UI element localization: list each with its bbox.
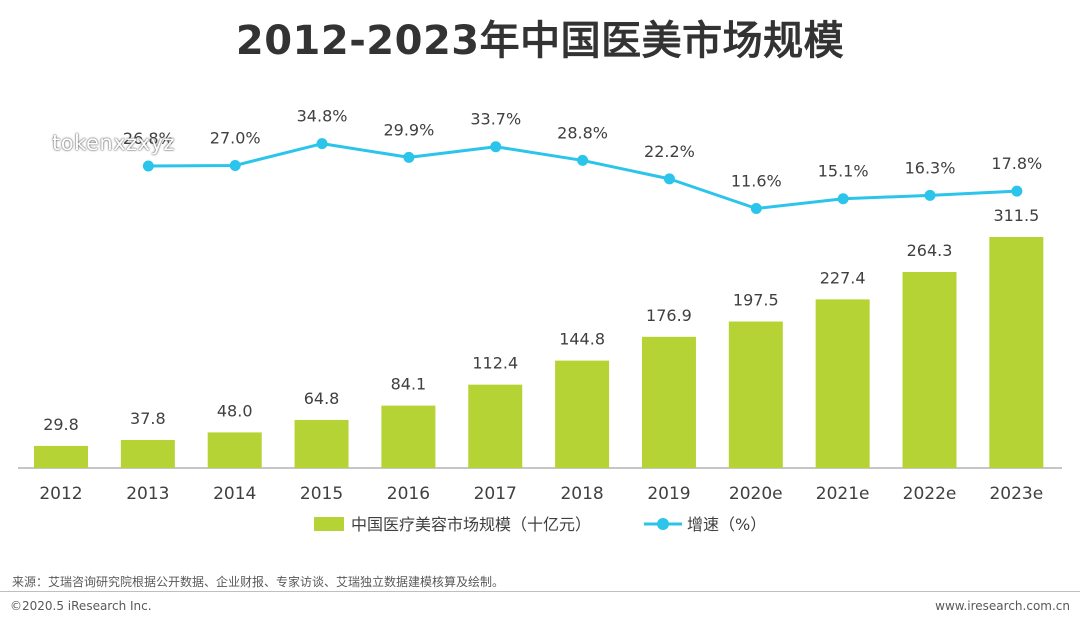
bar-label-2017: 112.4 [472,354,518,373]
growth-point-2015 [316,138,328,150]
bar-label-2016: 84.1 [391,375,427,394]
x-tick-2020e: 2020e [729,484,783,504]
growth-label-2017: 33.7% [470,110,521,129]
bar-2018 [555,360,610,468]
bar-2013 [120,439,175,468]
growth-label-2016: 29.9% [383,120,434,139]
legend-bar-label: 中国医疗美容市场规模（十亿元） [351,515,591,534]
bar-label-2019: 176.9 [646,306,692,325]
footer-divider [0,591,1080,592]
x-tick-2022e: 2022e [903,484,957,504]
growth-point-2013 [142,160,154,172]
bar-2022e [902,272,957,468]
bar-label-2014: 48.0 [217,401,253,420]
growth-label-2020e: 11.6% [731,172,782,191]
legend-bar-swatch [314,517,344,531]
x-tick-2021e: 2021e [816,484,870,504]
x-tick-2014: 2014 [213,484,256,504]
growth-point-2017 [490,141,502,153]
bar-2015 [294,419,349,468]
growth-point-2023e [1011,185,1023,197]
growth-point-2019 [663,173,675,185]
bar-2023e [989,237,1044,468]
bar-label-2021e: 227.4 [820,268,866,287]
legend-line-marker [657,518,669,530]
copyright-text: ©2020.5 iResearch Inc. [10,599,152,613]
watermark-text: tokenxzxyz [52,131,176,155]
x-tick-2015: 2015 [300,484,343,504]
x-tick-2012: 2012 [39,484,82,504]
growth-label-2019: 22.2% [644,142,695,161]
bar-2017 [468,384,523,468]
growth-label-2018: 28.8% [557,123,608,142]
bar-2012 [34,445,88,468]
bar-label-2012: 29.8 [43,415,79,434]
page-title: 2012-2023年中国医美市场规模 [235,18,845,64]
bar-label-2023e: 311.5 [993,206,1039,225]
growth-point-2022e [924,189,936,201]
growth-point-2020e [750,203,762,214]
x-tick-2013: 2013 [126,484,169,504]
bar-label-2015: 64.8 [304,389,340,408]
x-tick-2023e: 2023e [989,484,1043,504]
x-tick-2019: 2019 [647,484,690,504]
bar-2021e [815,299,870,468]
bar-label-2020e: 197.5 [733,291,779,310]
growth-point-2018 [577,154,589,166]
bar-label-2018: 144.8 [559,330,605,349]
growth-label-2013: 26.8% [123,129,174,148]
bar-2019 [641,336,696,468]
x-tick-2016: 2016 [387,484,430,504]
legend-line-label: 增速（%） [687,515,766,534]
website-text: www.iresearch.com.cn [935,599,1070,613]
x-tick-2017: 2017 [474,484,517,504]
bar-2020e [728,321,783,468]
bar-2014 [207,432,262,468]
bar-label-2022e: 264.3 [907,241,953,260]
growth-label-2015: 34.8% [297,107,348,126]
growth-label-2021e: 15.1% [818,162,869,181]
growth-line [148,142,1017,210]
growth-point-2016 [403,151,415,163]
growth-label-2014: 27.0% [210,128,261,147]
bar-label-2013: 37.8 [130,409,166,428]
x-tick-2018: 2018 [560,484,603,504]
growth-label-2022e: 16.3% [905,158,956,177]
growth-point-2014 [229,159,241,171]
growth-point-2021e [837,193,849,205]
combo-chart: 29.8 2012 37.8 2013 48.0 2014 64.8 2015 84.1 2016… [18,107,1062,534]
bar-2016 [381,405,436,468]
growth-label-2023e: 17.8% [991,154,1042,173]
source-note: 来源：艾瑞咨询研究院根据公开数据、企业财报、专家访谈、艾瑞独立数据建模核算及绘制… [12,575,505,589]
